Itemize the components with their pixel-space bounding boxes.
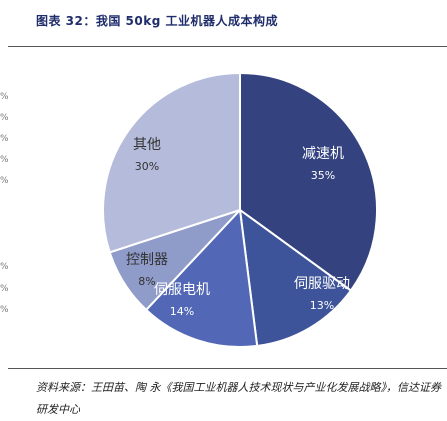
slice-label: 其他 xyxy=(133,137,161,153)
slice-value-label: 13% xyxy=(310,299,334,312)
slice-label: 伺服驱动 xyxy=(294,276,350,292)
slice-label: 减速机 xyxy=(302,146,344,162)
slice-value-label: 8% xyxy=(138,275,155,288)
edge-fragment: % xyxy=(0,134,9,144)
slice-label: 伺服电机 xyxy=(154,282,210,298)
slice-value-label: 35% xyxy=(311,169,335,182)
slice-value-label: 14% xyxy=(170,305,194,318)
bottom-divider xyxy=(8,368,447,369)
pie-chart: 减速机 35% 伺服驱动 13% 伺服电机 14% 控制器 8% 其他 30% xyxy=(102,71,378,348)
source-note: 资料来源：王田苗、陶 永《我国工业机器人技术现状与产业化发展战略》，信达证券研发… xyxy=(36,381,441,416)
edge-fragment: % xyxy=(0,92,9,102)
edge-fragment: % xyxy=(0,284,9,294)
edge-fragment: % xyxy=(0,262,9,272)
pie-slice xyxy=(239,71,378,292)
slice-label: 控制器 xyxy=(126,252,168,268)
pie-slice xyxy=(102,71,241,254)
pie-slice xyxy=(144,207,259,348)
slice-value-label: 30% xyxy=(135,160,159,173)
edge-fragment: % xyxy=(0,155,9,165)
top-divider xyxy=(8,46,447,47)
figure-title: 图表 32：我国 50kg 工业机器人成本构成 xyxy=(36,14,279,28)
edge-fragment: % xyxy=(0,113,9,123)
pie-slice xyxy=(238,207,353,348)
edge-fragment: % xyxy=(0,305,9,315)
edge-fragment: % xyxy=(0,176,9,186)
